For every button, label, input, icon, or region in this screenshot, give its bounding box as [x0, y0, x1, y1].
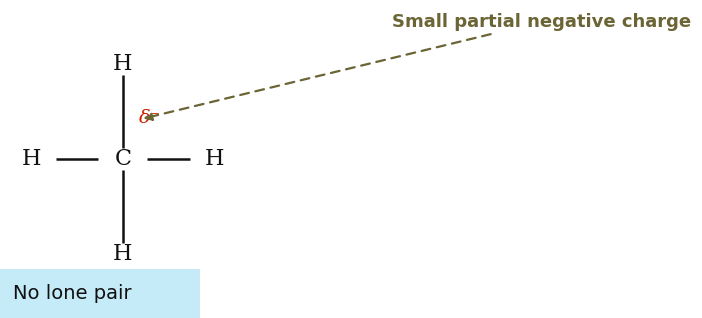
Text: H: H	[204, 148, 224, 170]
Text: H: H	[113, 52, 133, 75]
Text: Small partial negative charge: Small partial negative charge	[145, 13, 691, 120]
Text: H: H	[113, 243, 133, 266]
Text: C: C	[114, 148, 131, 170]
Text: δ⁻: δ⁻	[139, 109, 161, 127]
FancyBboxPatch shape	[0, 269, 200, 318]
Text: No lone pair: No lone pair	[13, 284, 131, 303]
Text: H: H	[22, 148, 41, 170]
